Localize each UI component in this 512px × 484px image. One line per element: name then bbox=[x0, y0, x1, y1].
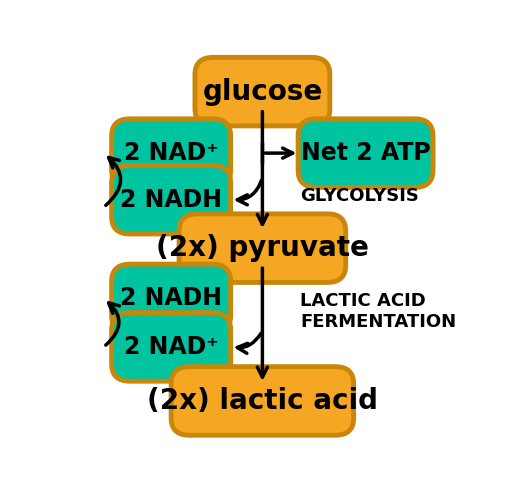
Text: 2 NAD⁺: 2 NAD⁺ bbox=[124, 335, 219, 359]
Text: GLYCOLYSIS: GLYCOLYSIS bbox=[300, 187, 419, 205]
Text: Net 2 ATP: Net 2 ATP bbox=[301, 141, 431, 165]
FancyBboxPatch shape bbox=[112, 119, 231, 187]
Text: 2 NADH: 2 NADH bbox=[120, 287, 222, 310]
FancyBboxPatch shape bbox=[112, 313, 231, 381]
FancyArrowPatch shape bbox=[106, 303, 119, 345]
FancyArrowPatch shape bbox=[106, 157, 121, 205]
FancyArrowPatch shape bbox=[237, 333, 261, 353]
FancyBboxPatch shape bbox=[171, 367, 354, 435]
FancyBboxPatch shape bbox=[298, 119, 433, 187]
Text: (2x) lactic acid: (2x) lactic acid bbox=[147, 387, 378, 415]
Text: 2 NAD⁺: 2 NAD⁺ bbox=[124, 141, 219, 165]
Text: (2x) pyruvate: (2x) pyruvate bbox=[156, 234, 369, 262]
Text: LACTIC ACID
FERMENTATION: LACTIC ACID FERMENTATION bbox=[300, 292, 456, 331]
Text: 2 NADH: 2 NADH bbox=[120, 188, 222, 212]
FancyBboxPatch shape bbox=[195, 57, 330, 126]
FancyBboxPatch shape bbox=[112, 264, 231, 333]
FancyArrowPatch shape bbox=[238, 180, 262, 205]
FancyBboxPatch shape bbox=[179, 214, 346, 283]
Text: glucose: glucose bbox=[202, 77, 323, 106]
FancyBboxPatch shape bbox=[112, 166, 231, 234]
